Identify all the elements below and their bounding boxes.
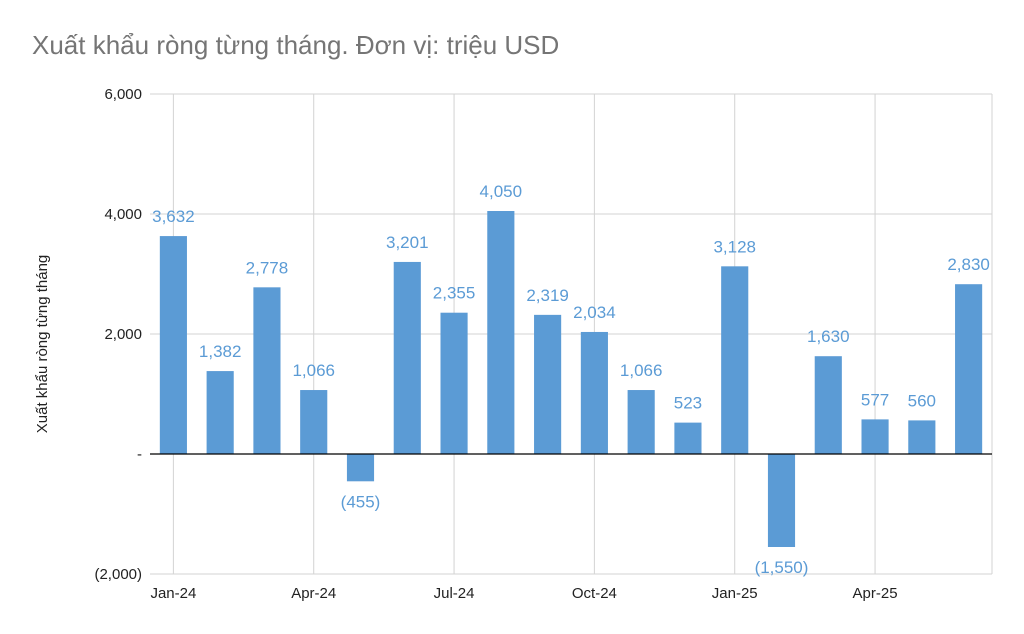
bar-jul-24 — [440, 312, 468, 454]
x-tick-label: Apr-24 — [291, 585, 336, 602]
x-tick-label: Apr-25 — [853, 585, 898, 602]
bar-jun-25 — [955, 284, 983, 454]
data-label: 2,034 — [573, 303, 616, 322]
y-tick-label: (2,000) — [94, 566, 142, 583]
grid-lines — [150, 93, 993, 575]
y-axis-title: Xuất khẩu ròng từng tháng — [34, 255, 51, 434]
data-label: 2,355 — [433, 284, 476, 303]
x-tick-label: Jan-24 — [150, 585, 196, 602]
bar-aug-24 — [487, 211, 515, 454]
data-labels: 3,632 1,382 2,778 1,066 (455) 3,201 2,355 4,050… — [152, 182, 990, 577]
bar-may-25 — [908, 420, 936, 454]
data-label: 3,128 — [713, 237, 756, 256]
data-label: 1,382 — [199, 342, 242, 361]
bars — [159, 211, 983, 547]
bar-nov-24 — [627, 390, 655, 454]
data-label: 4,050 — [480, 182, 523, 201]
data-label: (1,550) — [755, 558, 809, 577]
data-label: 3,201 — [386, 233, 429, 252]
bar-mar-24 — [253, 287, 281, 454]
bar-oct-24 — [580, 331, 608, 454]
y-tick-label: - — [137, 446, 142, 463]
bar-jan-24 — [159, 236, 187, 454]
data-label: 1,630 — [807, 327, 850, 346]
bar-dec-24 — [674, 422, 702, 454]
data-label: 1,066 — [292, 361, 335, 380]
bar-sep-24 — [534, 314, 562, 454]
bar-feb-25 — [767, 454, 796, 547]
data-label: 2,319 — [526, 286, 569, 305]
y-tick-label: 6,000 — [104, 86, 142, 103]
axes: 6,000 4,000 2,000 - (2,000) Jan-24 Apr-24 Jul-2… — [34, 86, 992, 602]
data-label: 560 — [908, 391, 936, 410]
bar-mar-25 — [814, 356, 842, 454]
data-label: 1,066 — [620, 361, 663, 380]
data-label: 523 — [674, 394, 702, 413]
bar-may-24 — [346, 454, 375, 482]
data-label: 577 — [861, 390, 889, 409]
data-label: (455) — [341, 492, 381, 511]
bar-jun-24 — [393, 261, 421, 454]
bar-feb-24 — [206, 371, 234, 454]
x-tick-label: Oct-24 — [572, 585, 617, 602]
data-label: 3,632 — [152, 207, 195, 226]
y-tick-label: 4,000 — [104, 206, 142, 223]
bar-apr-24 — [300, 390, 328, 454]
x-tick-label: Jul-24 — [434, 585, 475, 602]
bar-jan-25 — [721, 266, 749, 454]
bar-apr-25 — [861, 419, 889, 454]
data-label: 2,830 — [947, 255, 990, 274]
x-tick-label: Jan-25 — [712, 585, 758, 602]
y-tick-label: 2,000 — [104, 326, 142, 343]
chart-title: Xuất khẩu ròng từng tháng. Đơn vị: triệu… — [32, 30, 560, 60]
data-label: 2,778 — [246, 258, 289, 277]
